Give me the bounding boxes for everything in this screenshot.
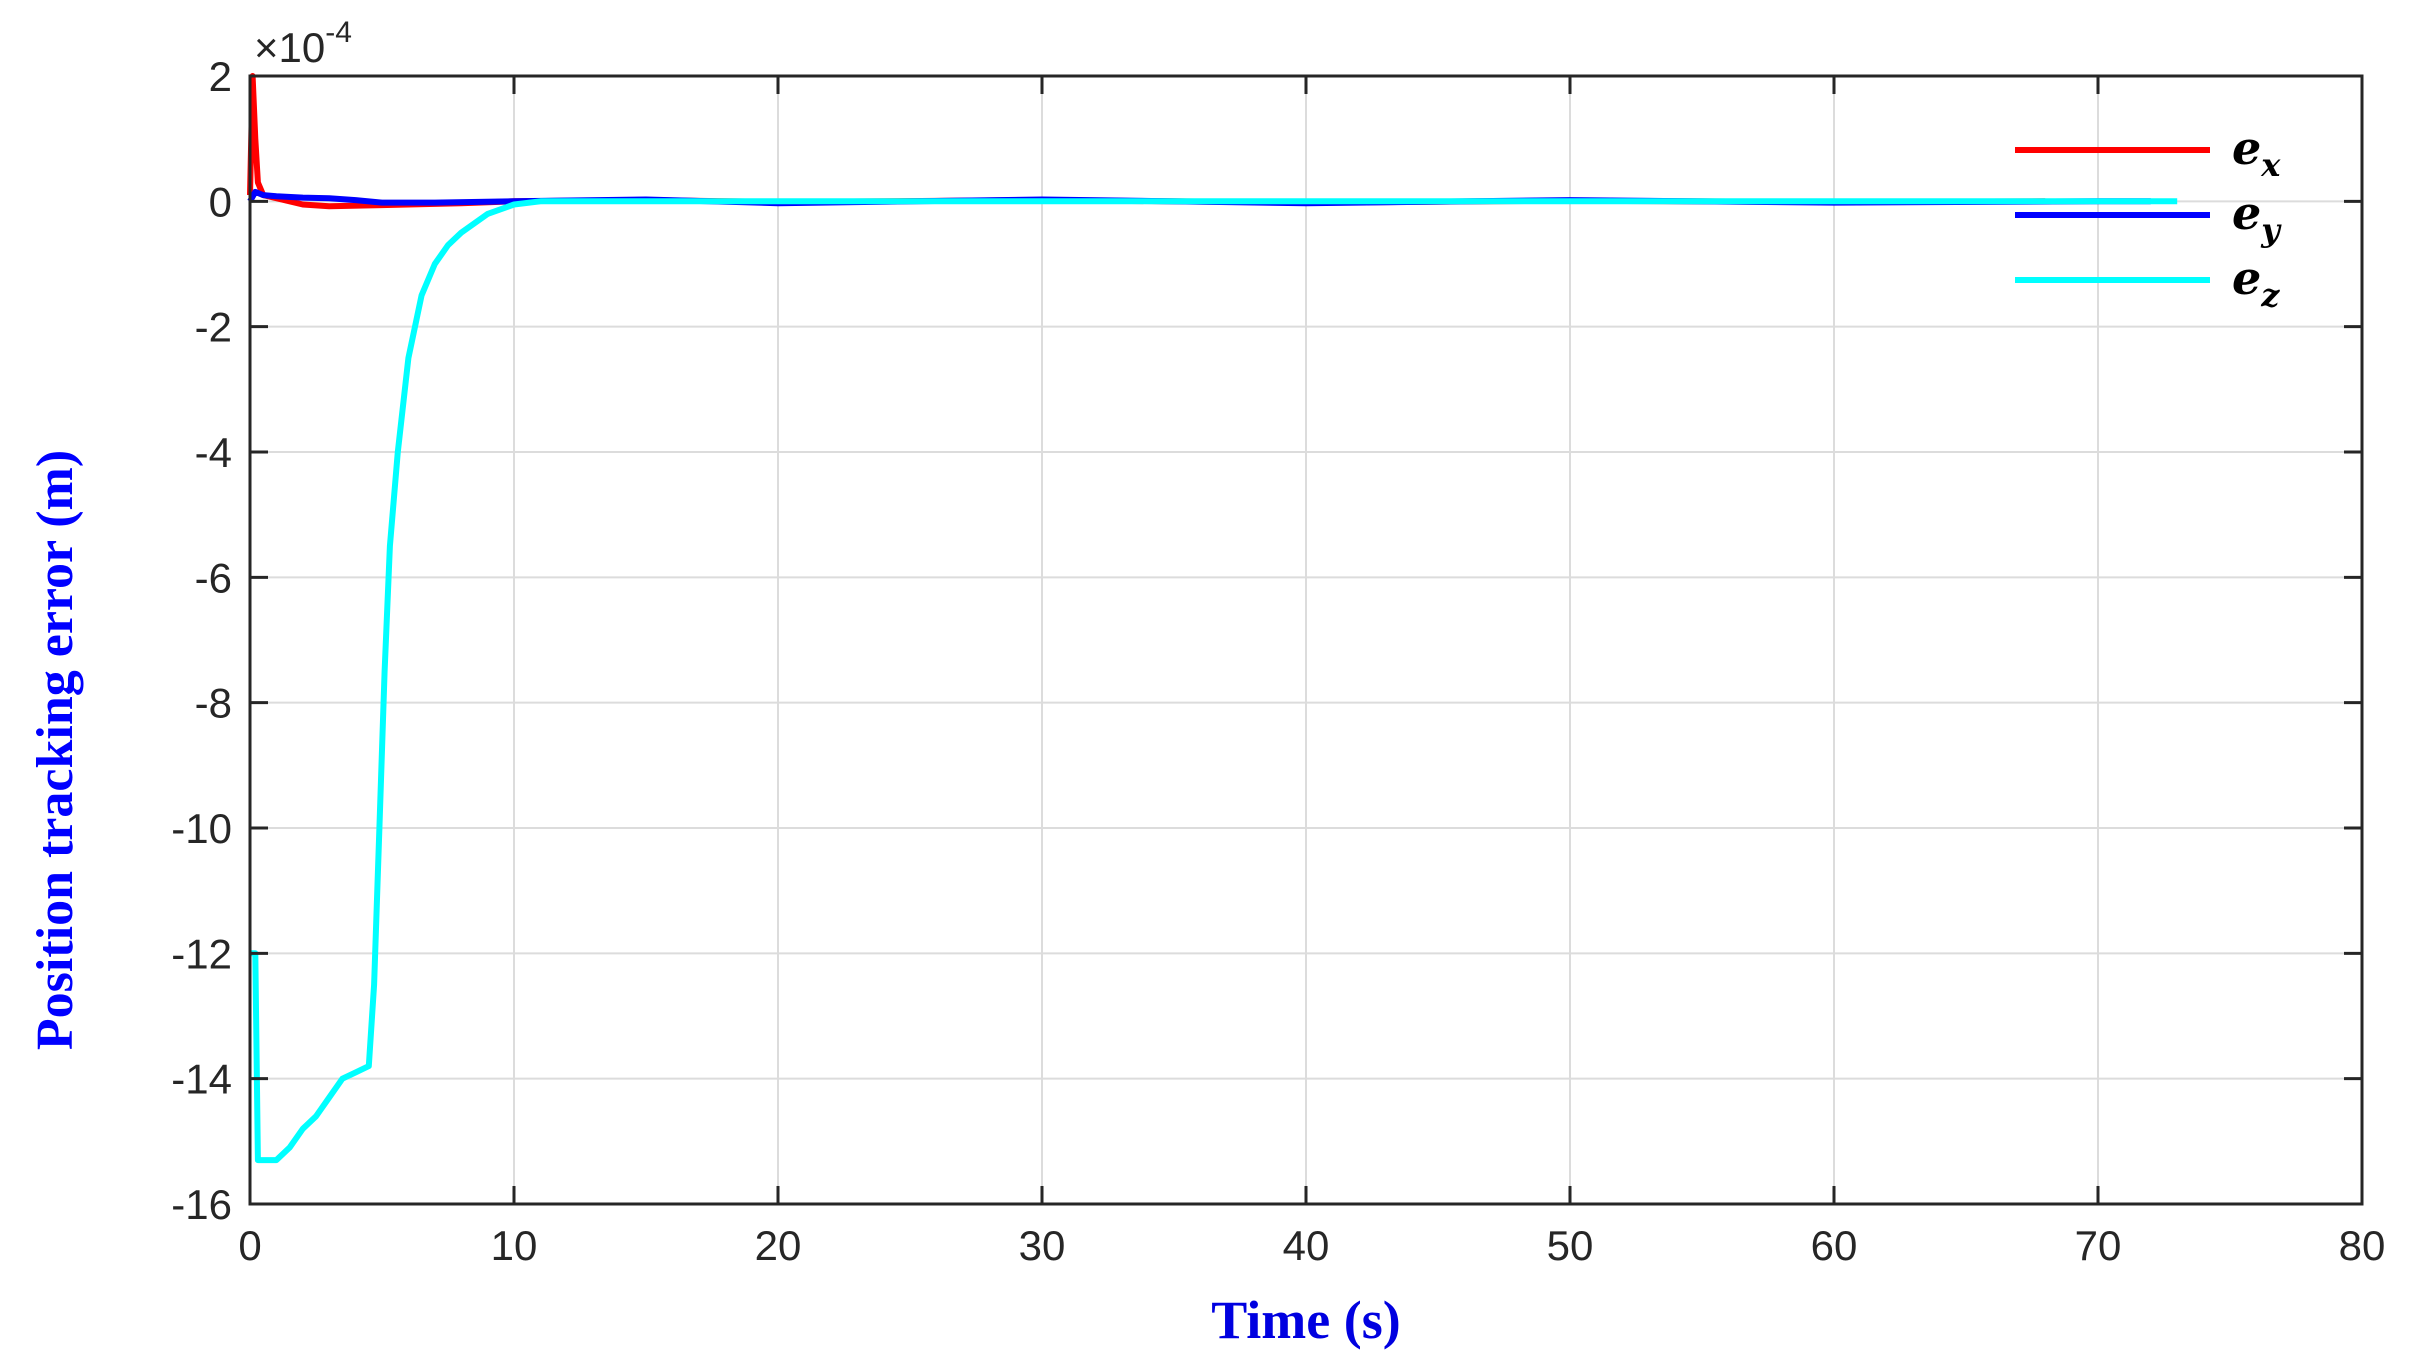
x-tick-label: 40 xyxy=(1283,1222,1330,1269)
y-tick-label: -6 xyxy=(195,554,232,601)
legend-label-base: e xyxy=(2232,251,2261,305)
legend-label-ey: ey xyxy=(2232,186,2282,249)
axis-exponent-label: ×10-4 xyxy=(254,16,352,71)
legend-label-base: e xyxy=(2232,121,2261,175)
x-tick-label: 80 xyxy=(2339,1222,2386,1269)
x-tick-label: 60 xyxy=(1811,1222,1858,1269)
y-tick-label: -4 xyxy=(195,429,232,476)
y-tick-label: -8 xyxy=(195,680,232,727)
y-tick-labels: 2 0 -2 -4 -6 -8 -10 -12 -14 -16 xyxy=(171,53,232,1228)
y-tick-label: -16 xyxy=(171,1181,232,1228)
x-tick-label: 10 xyxy=(491,1222,538,1269)
legend-label-subscript: x xyxy=(2260,146,2281,184)
x-tick-label: 0 xyxy=(238,1222,261,1269)
legend-label-subscript: z xyxy=(2260,276,2280,314)
series-line-ez xyxy=(250,198,2178,1164)
y-tick-label: -2 xyxy=(195,304,232,351)
legend-label-base: e xyxy=(2232,186,2261,240)
legend-label-subscript: y xyxy=(2260,211,2282,249)
legend-label-ex: ex xyxy=(2232,121,2281,184)
x-tick-label: 30 xyxy=(1019,1222,1066,1269)
legend-label-ez: ez xyxy=(2232,251,2280,314)
x-tick-label: 70 xyxy=(2075,1222,2122,1269)
y-tick-label: -10 xyxy=(171,805,232,852)
y-tick-label: 2 xyxy=(209,53,232,100)
x-tick-label: 20 xyxy=(755,1222,802,1269)
x-tick-labels: 0 10 20 30 40 50 60 70 80 xyxy=(238,1222,2385,1269)
exponent-base: ×10 xyxy=(254,24,325,71)
y-tick-label: -14 xyxy=(171,1056,232,1103)
x-axis-label: Time (s) xyxy=(1211,1290,1400,1350)
x-tick-label: 50 xyxy=(1547,1222,1594,1269)
y-tick-label: 0 xyxy=(209,178,232,225)
y-axis-label: Position tracking error (m) xyxy=(27,450,84,1050)
tick-marks xyxy=(248,74,2364,1206)
exponent-power: -4 xyxy=(325,16,352,49)
series-layer xyxy=(247,73,2178,1164)
y-tick-label: -12 xyxy=(171,930,232,977)
